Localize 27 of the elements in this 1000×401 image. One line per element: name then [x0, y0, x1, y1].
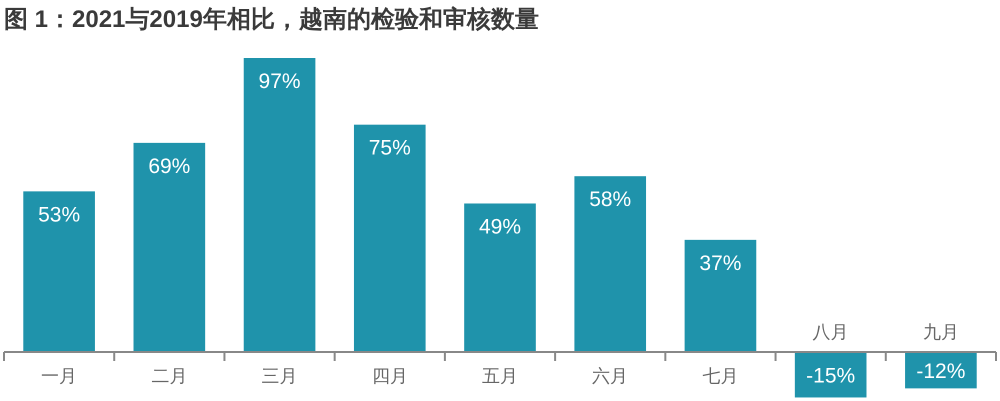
- data-label: 37%: [699, 252, 742, 275]
- bar: [244, 58, 316, 352]
- x-tick-label: 三月: [262, 366, 298, 386]
- x-tick-label: 四月: [372, 366, 408, 386]
- bar: [134, 142, 206, 352]
- data-label: 53%: [38, 203, 80, 226]
- x-tick-label: 九月: [922, 322, 959, 342]
- data-label: 75%: [368, 136, 411, 160]
- data-label: 97%: [258, 70, 301, 93]
- bar: [23, 191, 95, 352]
- data-label: 69%: [148, 154, 190, 178]
- x-tick-label: 五月: [482, 366, 518, 386]
- x-tick-label: 六月: [592, 366, 628, 386]
- data-label: -12%: [916, 360, 966, 384]
- chart-title: 图 1：2021与2019年相比，越南的检验和审核数量: [4, 5, 539, 33]
- x-tick-label: 七月: [702, 366, 738, 386]
- bar: [684, 240, 756, 352]
- bar: [464, 203, 536, 352]
- data-label: 49%: [478, 215, 522, 238]
- data-label: -15%: [806, 364, 856, 388]
- x-tick-label: 二月: [151, 366, 188, 386]
- bar: [574, 176, 646, 352]
- x-tick-label: 一月: [41, 366, 78, 386]
- data-label: 58%: [589, 188, 632, 212]
- x-tick-label: 八月: [812, 322, 849, 342]
- bar: [794, 352, 866, 398]
- bar: [354, 124, 426, 352]
